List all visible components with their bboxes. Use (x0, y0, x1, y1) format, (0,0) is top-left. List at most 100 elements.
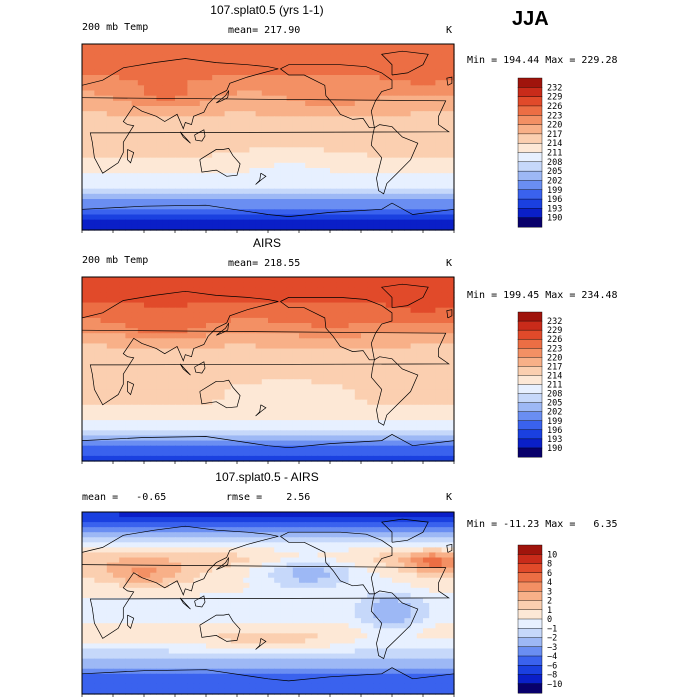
map-cell (299, 90, 306, 97)
map-cell (94, 287, 102, 293)
map-cell (249, 157, 257, 164)
map-cell (292, 95, 300, 102)
map-cell (410, 297, 418, 304)
map-cell (317, 69, 325, 76)
map-cell (280, 147, 288, 154)
map-cell (274, 328, 281, 334)
map-cell (416, 100, 424, 107)
map-cell (317, 374, 325, 380)
map-cell (212, 435, 219, 442)
map-cell (354, 54, 362, 61)
map-cell (237, 100, 244, 107)
map-cell (137, 183, 145, 190)
map-cell (379, 44, 387, 50)
map-cell (193, 59, 201, 66)
map-cell (230, 297, 238, 304)
map-cell (181, 193, 188, 200)
map-cell (410, 425, 418, 431)
map-cell (106, 178, 114, 185)
map-cell (354, 178, 362, 185)
map-cell (385, 348, 393, 355)
map-cell (336, 85, 343, 92)
map-cell (311, 394, 319, 401)
map-cell (435, 75, 443, 81)
map-cell (113, 106, 120, 112)
map-cell (187, 100, 195, 107)
map-cell (113, 348, 120, 355)
map-cell (144, 214, 151, 221)
map-cell (237, 121, 244, 128)
map-cell (168, 292, 176, 299)
map-cell (392, 106, 399, 112)
map-cell (224, 450, 232, 457)
map-cell (404, 532, 412, 538)
map-cell (88, 152, 95, 159)
map-cell (199, 348, 207, 355)
map-cell (423, 415, 430, 421)
map-cell (367, 219, 374, 226)
map-cell (249, 379, 257, 385)
colorbar-swatch (517, 438, 543, 449)
map-cell (280, 152, 288, 159)
map-cell (292, 425, 300, 431)
map-cell (94, 277, 102, 283)
map-cell (88, 455, 95, 462)
map-cell (94, 338, 102, 345)
map-cell (224, 183, 232, 190)
map-cell (435, 312, 443, 319)
map-cell (261, 455, 269, 462)
map-cell (94, 183, 102, 190)
map-cell (125, 389, 133, 396)
map-cell (187, 532, 195, 538)
map-cell (199, 100, 207, 107)
map-cell (119, 328, 126, 334)
map-cell (218, 193, 226, 200)
map-cell (82, 80, 89, 86)
map-cell (249, 69, 257, 76)
map-cell (367, 445, 374, 452)
map-cell (441, 54, 449, 61)
map-cell (392, 384, 399, 391)
map-cell (385, 328, 393, 334)
map-cell (336, 90, 343, 97)
map-cell (137, 312, 145, 319)
map-cell (398, 394, 405, 401)
map-cell (249, 147, 257, 154)
map-cell (261, 435, 269, 442)
map-cell (113, 552, 120, 559)
map-cell (224, 374, 232, 380)
map-cell (261, 75, 269, 81)
map-cell (398, 547, 405, 554)
map-cell (156, 445, 164, 452)
map-cell (175, 59, 182, 66)
map-cell (423, 450, 430, 457)
map-cell (330, 59, 337, 66)
map-cell (181, 532, 188, 538)
map-cell (317, 297, 325, 304)
map-cell (168, 435, 176, 442)
map-cell (274, 287, 281, 293)
map-cell (94, 542, 102, 548)
map-cell (206, 214, 213, 221)
map-cell (342, 219, 350, 226)
map-cell (156, 435, 164, 442)
map-cell (423, 126, 430, 133)
map-cell (292, 178, 300, 185)
map-cell (398, 157, 405, 164)
map-cell (299, 183, 306, 190)
map-cell (299, 126, 306, 133)
map-cell (119, 394, 126, 401)
map-cell (379, 302, 387, 309)
map-cell (305, 522, 312, 528)
map-cell (206, 183, 213, 190)
map-cell (416, 183, 424, 190)
map-cell (342, 552, 350, 559)
map-cell (373, 542, 381, 548)
map-cell (429, 106, 436, 112)
map-cell (354, 64, 362, 71)
map-cell (441, 425, 449, 431)
map-cell (385, 287, 393, 293)
map-cell (113, 173, 120, 179)
map-cell (274, 277, 281, 283)
colorbar-swatch (517, 87, 543, 98)
